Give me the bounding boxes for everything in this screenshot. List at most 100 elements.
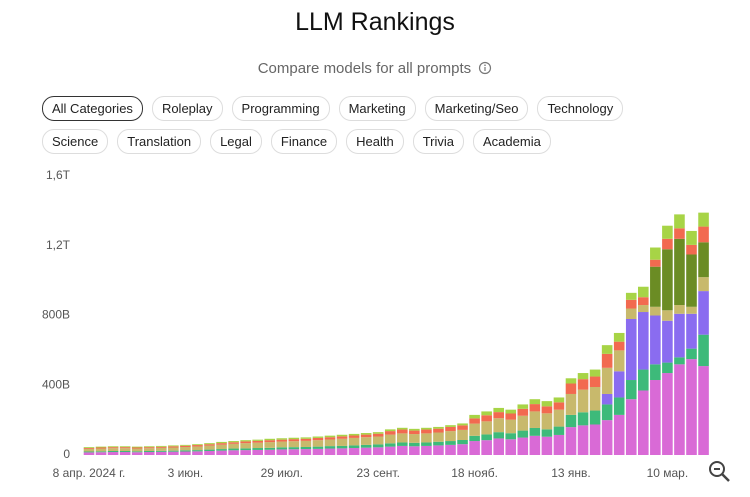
bar-segment [95,446,107,448]
bar-segment [131,446,143,448]
info-icon[interactable] [478,61,492,75]
zoom-button[interactable] [706,458,732,484]
bar-segment [384,429,396,432]
bar-segment [300,438,312,441]
bar-segment [300,446,312,450]
bar-segment [445,444,456,455]
bar-segment [336,438,348,446]
bar-segment [204,450,215,455]
bar-segment [409,434,420,443]
bar-segment [348,433,360,436]
bar-segment [698,277,709,292]
bar-segment [83,448,95,449]
category-pill[interactable]: Marketing [338,96,416,121]
bar-segment [95,448,107,452]
category-pill[interactable]: Trivia [412,129,465,154]
bar-segment [384,443,396,447]
bar-segment [529,411,541,428]
bar-segment [469,418,480,424]
bar-segment [662,362,673,374]
category-pill[interactable]: Translation [117,129,202,154]
category-pill[interactable]: Roleplay [151,96,223,121]
subtitle-row: Compare models for all prompts [0,60,750,77]
bar-segment [336,434,348,437]
bar-segment [397,429,408,434]
bar-segment [252,449,263,455]
bar-segment [613,341,625,351]
bar-segment [613,350,625,372]
subtitle: Compare models for all prompts [257,60,472,77]
bar-segment [119,446,131,448]
bar-segment [433,441,444,446]
bar-segment [541,429,553,437]
bar-segment [143,448,155,451]
bar-segment [553,426,565,435]
bar-segment [83,452,95,455]
bar-segment [625,308,637,319]
category-pill[interactable]: Finance [270,129,338,154]
bar-segment [276,449,288,455]
bar-segment [638,312,649,370]
bar-segment [107,446,119,448]
bar-segment [662,249,673,311]
bar-segment [348,435,360,438]
bar-segment [517,404,529,409]
bar-segment [625,292,637,300]
bar-segment [372,436,384,445]
category-pill[interactable]: All Categories [42,96,143,121]
bar-segment [686,230,697,245]
bar-segment [143,446,155,448]
bar-segment [264,442,276,448]
bar-segment [457,444,468,455]
bar-segment [192,444,203,446]
category-pill[interactable]: Science [42,129,109,154]
bar-segment [107,447,119,449]
bar-segment [264,449,276,455]
bar-segment [324,448,336,455]
bar-segment [421,429,432,434]
bar-segment [95,451,107,453]
category-pill[interactable]: Programming [231,96,330,121]
bar-segment [517,437,529,455]
bar-segment [589,369,601,377]
bar-segment [698,212,709,227]
bar-segment [589,424,601,455]
bar-segment [131,447,143,449]
bar-segment [228,450,239,455]
bar-segment [565,427,577,455]
bar-segment [300,437,312,439]
bar-segment [445,426,456,432]
bar-segment [240,443,251,449]
bar-segment [276,438,288,440]
bar-segment [336,445,348,449]
bar-segment [577,412,589,426]
bar-segment [409,428,420,431]
bar-segment [397,445,408,455]
bar-segment [613,397,625,415]
category-pill[interactable]: Health [346,129,404,154]
x-tick-label: 3 июн. [168,466,204,480]
category-pill[interactable]: Academia [473,129,551,154]
bar-segment [131,452,143,455]
bar-segment [505,409,517,414]
bar-segment [312,440,324,447]
category-pill[interactable]: Marketing/Seo [424,96,529,121]
bar-segment [577,425,589,455]
chart: 0 400B 800B 1,2T 1,6T 8 апр. 2024 г. 3 июн. 29 … [42,168,709,480]
bar-segment [686,359,697,455]
bar-segment [180,444,191,446]
bar-segment [288,449,300,455]
bar-segment [565,414,577,428]
bar-segment [565,393,577,415]
bar-segment [288,437,300,440]
bar-segment [589,410,601,425]
bar-segment [469,414,480,419]
bar-segment [168,446,179,448]
bar-segment [240,450,251,455]
bar-segment [264,447,276,450]
bar-segment [686,313,697,349]
category-pill[interactable]: Technology [537,96,624,121]
bar-segment [638,286,649,298]
category-pill[interactable]: Legal [210,129,262,154]
bar-segment [577,373,589,380]
